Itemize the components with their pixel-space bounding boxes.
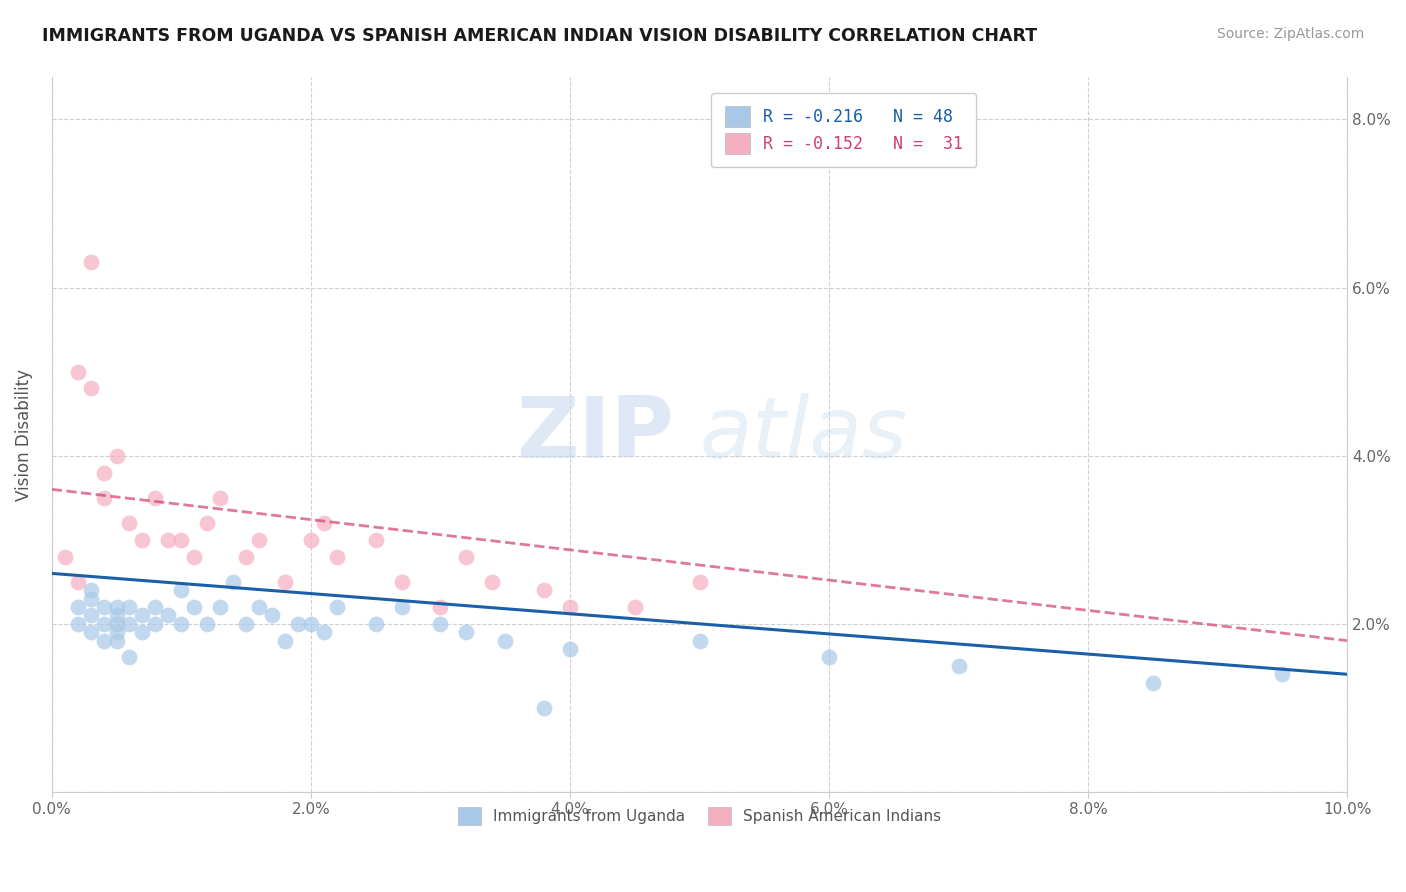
Point	[170, 616, 193, 631]
Point	[93, 633, 115, 648]
Point	[105, 608, 128, 623]
Point	[274, 633, 297, 648]
Point	[312, 516, 335, 530]
Point	[533, 583, 555, 598]
Point	[948, 658, 970, 673]
Point	[533, 701, 555, 715]
Point	[235, 616, 257, 631]
Point	[118, 516, 141, 530]
Point	[79, 583, 101, 598]
Point	[235, 549, 257, 564]
Point	[157, 608, 180, 623]
Point	[456, 625, 478, 640]
Point	[299, 533, 322, 547]
Point	[209, 491, 232, 505]
Point	[79, 591, 101, 606]
Point	[105, 633, 128, 648]
Point	[145, 491, 167, 505]
Point	[818, 650, 841, 665]
Point	[481, 574, 503, 589]
Point	[105, 616, 128, 631]
Y-axis label: Vision Disability: Vision Disability	[15, 368, 32, 500]
Point	[183, 549, 205, 564]
Point	[326, 549, 349, 564]
Point	[558, 642, 581, 657]
Point	[105, 625, 128, 640]
Point	[209, 600, 232, 615]
Point	[93, 616, 115, 631]
Point	[118, 650, 141, 665]
Point	[170, 533, 193, 547]
Point	[299, 616, 322, 631]
Text: Source: ZipAtlas.com: Source: ZipAtlas.com	[1216, 27, 1364, 41]
Point	[326, 600, 349, 615]
Point	[195, 616, 218, 631]
Point	[183, 600, 205, 615]
Point	[689, 633, 711, 648]
Point	[105, 600, 128, 615]
Point	[689, 574, 711, 589]
Point	[66, 616, 89, 631]
Point	[157, 533, 180, 547]
Point	[118, 616, 141, 631]
Point	[66, 600, 89, 615]
Legend: Immigrants from Uganda, Spanish American Indians: Immigrants from Uganda, Spanish American…	[449, 797, 950, 834]
Point	[93, 466, 115, 480]
Point	[66, 365, 89, 379]
Point	[66, 574, 89, 589]
Point	[494, 633, 516, 648]
Point	[79, 382, 101, 396]
Point	[170, 583, 193, 598]
Point	[274, 574, 297, 589]
Point	[79, 255, 101, 269]
Point	[364, 616, 387, 631]
Text: IMMIGRANTS FROM UGANDA VS SPANISH AMERICAN INDIAN VISION DISABILITY CORRELATION : IMMIGRANTS FROM UGANDA VS SPANISH AMERIC…	[42, 27, 1038, 45]
Point	[260, 608, 283, 623]
Point	[131, 608, 153, 623]
Point	[93, 600, 115, 615]
Point	[93, 491, 115, 505]
Point	[247, 533, 270, 547]
Point	[429, 600, 451, 615]
Text: ZIP: ZIP	[516, 393, 673, 476]
Point	[145, 616, 167, 631]
Text: atlas: atlas	[700, 393, 907, 476]
Point	[287, 616, 309, 631]
Point	[391, 600, 413, 615]
Point	[105, 449, 128, 463]
Point	[222, 574, 245, 589]
Point	[456, 549, 478, 564]
Point	[79, 625, 101, 640]
Point	[558, 600, 581, 615]
Point	[195, 516, 218, 530]
Point	[131, 625, 153, 640]
Point	[623, 600, 645, 615]
Point	[145, 600, 167, 615]
Point	[1271, 667, 1294, 681]
Point	[79, 608, 101, 623]
Point	[131, 533, 153, 547]
Point	[247, 600, 270, 615]
Point	[53, 549, 76, 564]
Point	[118, 600, 141, 615]
Point	[364, 533, 387, 547]
Point	[1142, 675, 1164, 690]
Point	[429, 616, 451, 631]
Point	[391, 574, 413, 589]
Point	[312, 625, 335, 640]
